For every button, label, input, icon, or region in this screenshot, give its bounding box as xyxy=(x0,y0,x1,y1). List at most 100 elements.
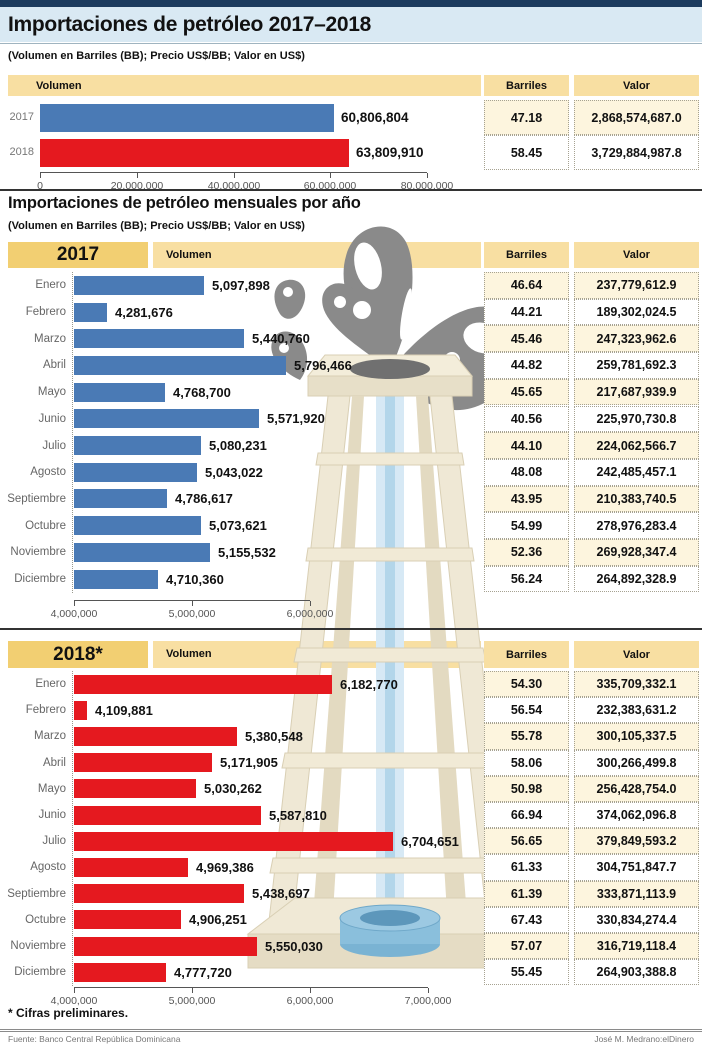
month-label: Septiembre xyxy=(7,887,66,900)
volume-bar xyxy=(74,674,332,694)
volume-value: 4,768,700 xyxy=(173,384,231,400)
month-row: Febrero 4,109,881 56.54 232,383,631.2 xyxy=(0,697,702,724)
month-row: Agosto 5,043,022 48.08 242,485,457.1 xyxy=(0,458,702,486)
barriles-value: 43.95 xyxy=(484,485,569,513)
month-row: Agosto 4,969,386 61.33 304,751,847.7 xyxy=(0,854,702,881)
axis-tick-label: 4,000,000 xyxy=(50,995,98,1007)
page-subtitle: (Volumen en Barriles (BB); Precio US$/BB… xyxy=(8,50,305,62)
axis-tick-label: 0 xyxy=(37,180,43,192)
volume-value: 4,786,617 xyxy=(175,491,233,507)
barriles-value: 55.78 xyxy=(484,723,569,750)
volume-value: 5,587,810 xyxy=(269,807,327,823)
month-row: Septiembre 5,438,697 61.39 333,871,113.9 xyxy=(0,880,702,907)
title-rule xyxy=(0,43,702,44)
valor-value: 335,709,332.1 xyxy=(574,671,699,698)
year-label: 2018 xyxy=(9,146,34,158)
valor-value: 264,892,328.9 xyxy=(574,565,699,593)
volume-value: 5,043,022 xyxy=(205,464,263,480)
barriles-header: Barriles xyxy=(484,242,569,268)
author-credit: José M. Medrano:elDinero xyxy=(594,1034,694,1044)
year-2017-cell: 2017 xyxy=(8,242,148,268)
axis-tick xyxy=(428,988,429,993)
volume-value: 6,182,770 xyxy=(340,676,398,692)
top-accent-bar xyxy=(0,0,702,7)
bar-wrap: 5,043,022 xyxy=(74,459,263,486)
volume-bar xyxy=(74,302,107,322)
axis-tick xyxy=(192,601,193,606)
valor-value: 264,903,388.8 xyxy=(574,959,699,986)
volume-value: 5,030,262 xyxy=(204,781,262,797)
x-axis-2018: 4,000,000 5,000,000 6,000,000 7,000,000 xyxy=(51,987,451,1008)
bar-wrap: 4,109,881 xyxy=(74,697,153,723)
volume-value: 5,796,466 xyxy=(294,357,352,373)
volume-value: 4,281,676 xyxy=(115,304,173,320)
axis-tick xyxy=(192,988,193,993)
valor-value: 278,976,283.4 xyxy=(574,512,699,539)
volume-value: 4,710,360 xyxy=(166,571,224,587)
valor-value: 237,779,612.9 xyxy=(574,272,699,299)
volume-bar xyxy=(74,726,237,746)
barriles-value: 67.43 xyxy=(484,906,569,933)
barriles-header: Barriles xyxy=(484,641,569,668)
volume-value: 5,438,697 xyxy=(252,886,310,902)
monthly-section-title: Importaciones de petróleo mensuales por … xyxy=(8,194,361,212)
valor-header: Valor xyxy=(574,641,699,668)
volume-bar xyxy=(74,516,201,536)
month-label: Octubre xyxy=(25,913,66,926)
barriles-value: 45.65 xyxy=(484,378,569,406)
footnote: * Cifras preliminares. xyxy=(8,1006,129,1020)
barriles-value: 61.33 xyxy=(484,854,569,881)
barriles-value: 50.98 xyxy=(484,775,569,802)
bar-wrap: 4,786,617 xyxy=(74,486,233,513)
volume-bar xyxy=(74,753,212,773)
valor-value: 224,062,566.7 xyxy=(574,432,699,459)
volumen-header-label: Volumen xyxy=(36,79,82,92)
valor-value: 217,687,939.9 xyxy=(574,378,699,406)
month-label: Octubre xyxy=(25,519,66,532)
volume-value: 4,109,881 xyxy=(95,702,153,718)
monthly-chart-2018: Enero 6,182,770 54.30 335,709,332.1 Febr… xyxy=(0,671,702,986)
bar-wrap: 5,796,466 xyxy=(74,352,352,379)
volume-bar xyxy=(74,962,166,982)
bar-wrap: 4,777,720 xyxy=(74,959,232,985)
bar-wrap: 5,380,548 xyxy=(74,723,303,749)
valor-value: 300,105,337.5 xyxy=(574,723,699,750)
valor-value: 269,928,347.4 xyxy=(574,539,699,566)
month-row: Marzo 5,440,760 45.46 247,323,962.6 xyxy=(0,325,702,353)
volume-value: 60,806,804 xyxy=(341,110,409,125)
volume-value: 4,969,386 xyxy=(196,859,254,875)
valor-value: 2,868,574,687.0 xyxy=(574,100,699,135)
bar-wrap: 6,182,770 xyxy=(74,671,398,697)
month-label: Julio xyxy=(42,835,66,848)
month-label: Enero xyxy=(35,678,66,691)
section-divider xyxy=(0,628,702,630)
year-label: 2017 xyxy=(9,111,34,123)
barriles-value: 45.46 xyxy=(484,325,569,353)
volume-bar xyxy=(74,884,244,904)
volume-bar xyxy=(74,805,261,825)
axis-tick-label: 7,000,000 xyxy=(404,995,452,1007)
month-label: Febrero xyxy=(25,306,66,319)
month-label: Febrero xyxy=(25,704,66,717)
axis-tick-label: 4,000,000 xyxy=(50,608,98,620)
bar-wrap: 5,438,697 xyxy=(74,881,310,907)
month-row: Febrero 4,281,676 44.21 189,302,024.5 xyxy=(0,298,702,326)
month-row: Julio 5,080,231 44.10 224,062,566.7 xyxy=(0,432,702,459)
volume-value: 63,809,910 xyxy=(356,145,424,160)
x-axis-2017: 4,000,000 5,000,000 6,000,000 xyxy=(51,600,333,621)
month-label: Septiembre xyxy=(7,492,66,505)
barriles-value: 58.45 xyxy=(484,135,569,170)
month-row: Noviembre 5,550,030 57.07 316,719,118.4 xyxy=(0,933,702,960)
volume-value: 4,906,251 xyxy=(189,912,247,928)
valor-value: 304,751,847.7 xyxy=(574,854,699,881)
barriles-value: 57.07 xyxy=(484,933,569,960)
summary-volumen-header: Volumen xyxy=(8,75,481,96)
bar-wrap: 4,281,676 xyxy=(74,299,173,326)
month-label: Junio xyxy=(38,809,67,822)
month-label: Abril xyxy=(42,359,66,372)
volume-bar xyxy=(74,275,204,295)
axis-tick xyxy=(40,173,41,178)
volume-bar xyxy=(74,489,167,509)
valor-value: 256,428,754.0 xyxy=(574,775,699,802)
chart-baseline xyxy=(72,272,73,593)
